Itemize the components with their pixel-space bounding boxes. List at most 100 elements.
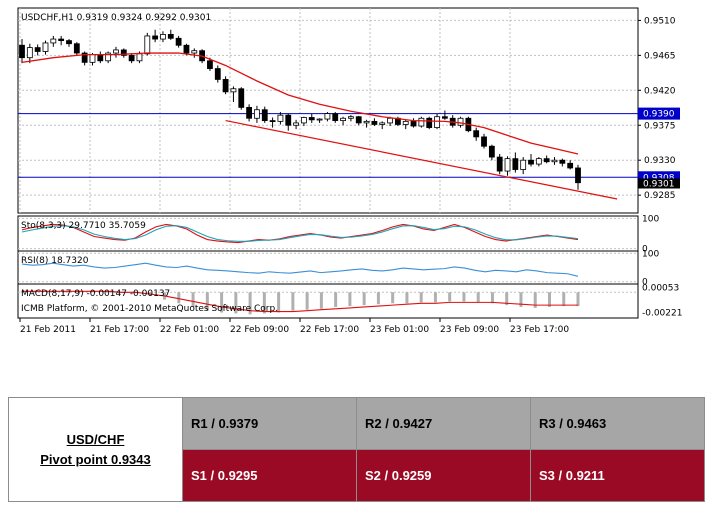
candle-body [66, 40, 72, 45]
candle-body [136, 53, 143, 62]
macd-bar [519, 292, 523, 307]
candle-body [167, 34, 174, 39]
candle-body [332, 113, 339, 121]
candle-body [26, 47, 33, 59]
macd-bar [576, 292, 580, 307]
candle-body [269, 120, 276, 122]
rsi-lines [21, 262, 579, 277]
candle-body [19, 44, 25, 59]
macd-signal-line [22, 290, 578, 313]
candle-body [488, 145, 495, 158]
time-tick-label: 22 Feb 17:00 [300, 325, 359, 335]
candle-body [355, 116, 362, 124]
macd-bar [205, 292, 209, 311]
candle-body [261, 109, 268, 121]
stochastic-tick-label: 100 [642, 214, 659, 224]
candle-body [434, 116, 440, 128]
candle-body [457, 117, 464, 126]
macd-bar [262, 292, 266, 314]
candle-body [543, 158, 550, 163]
candle-body [207, 60, 213, 69]
price-tick-label: 0.9420 [644, 86, 676, 96]
candle-body [473, 130, 480, 138]
candle-body [34, 47, 41, 52]
candle-body [567, 162, 574, 169]
time-tick-label: 22 Feb 01:00 [160, 325, 219, 335]
candle-body [285, 114, 292, 126]
candle-body [73, 43, 80, 54]
macd-bar [419, 292, 423, 303]
stochastic-panel: 100 0 Sto(8,3,3) 29.7710 35.7059 [17, 214, 659, 255]
candle-body [496, 156, 503, 172]
resistance-row: USD/CHF Pivot point 0.9343 R1 / 0.9379 R… [8, 397, 705, 502]
rsi-title: RSI(8) 18.7320 [21, 256, 89, 266]
macd-bar [433, 292, 437, 303]
candle-body [81, 52, 88, 63]
macd-bar [462, 292, 466, 302]
stochastic-grid [18, 217, 638, 250]
candle-body [324, 113, 331, 120]
time-tick-label: 21 Feb 17:00 [90, 325, 149, 335]
pair-name: USD/CHF [66, 431, 125, 447]
macd-bar [305, 292, 309, 310]
candle-body [528, 159, 534, 165]
candle-body [379, 122, 386, 125]
stochastic-tick-label: 0 [642, 245, 648, 255]
candle-body [301, 117, 307, 124]
candle-body [214, 68, 221, 80]
r2-cell: R2 / 0.9427 [356, 397, 531, 450]
rsi-tick-label: 100 [642, 249, 659, 259]
candle-body [246, 106, 252, 119]
rsi-tick-label: 0 [642, 278, 648, 288]
time-tick-label: 22 Feb 09:00 [230, 325, 289, 335]
rsi-axis: 100 0 [642, 249, 659, 287]
macd-title: MACD(8,17,9) -0.00147 -0.00137 [21, 289, 170, 299]
pivot-point: Pivot point 0.9343 [40, 451, 151, 467]
macd-bar [476, 292, 480, 303]
candle-body [481, 136, 487, 147]
macd-bar [448, 292, 452, 302]
macd-bar [533, 292, 537, 308]
s2-cell: S2 / 0.9259 [356, 449, 531, 502]
candle-body [371, 120, 378, 125]
stochastic-axis: 100 0 [642, 214, 659, 254]
price-tick-label: 0.9285 [644, 191, 676, 201]
macd-bar [191, 292, 195, 307]
level-label: 0.9308 [643, 173, 675, 183]
candle-body [42, 42, 49, 52]
rsi-panel: 100 0 RSI(8) 18.7320 [17, 249, 659, 288]
macd-signal [22, 290, 578, 313]
candle-body [222, 79, 229, 93]
candle-body [152, 35, 159, 40]
price-panel-frame [17, 7, 639, 214]
candle-body [363, 120, 370, 124]
macd-tick-label: -0.00221 [642, 309, 682, 319]
candle-body [97, 54, 104, 62]
macd-tick-label: 0.00053 [642, 283, 679, 293]
moving-average-line [21, 52, 579, 155]
candle-body [277, 114, 284, 122]
candle-body [551, 159, 558, 163]
candle-body [348, 116, 354, 119]
time-axis: 21 Feb 2011 21 Feb 17:00 22 Feb 01:00 22 Fe… [19, 318, 569, 335]
macd-bar [362, 292, 366, 306]
r3-cell: R3 / 0.9463 [530, 397, 705, 450]
stochastic-series-line [21, 223, 579, 244]
macd-bar [376, 292, 380, 305]
macd-bar [177, 292, 181, 304]
candle-body [340, 117, 346, 121]
stochastic-title: Sto(8,3,3) 29.7710 35.7059 [21, 221, 146, 231]
price-tick-label: 0.9330 [644, 156, 676, 166]
macd-bar [348, 292, 352, 307]
candle-body [308, 117, 315, 121]
time-tick-label: 23 Feb 09:00 [440, 325, 499, 335]
candle-body [50, 38, 57, 44]
candle-body [105, 52, 112, 62]
candle-body [89, 54, 96, 63]
candle-body [254, 109, 260, 119]
macd-bar [234, 292, 238, 314]
macd-bar [562, 292, 566, 307]
candle-body [418, 117, 425, 127]
macd-bar [334, 292, 338, 307]
